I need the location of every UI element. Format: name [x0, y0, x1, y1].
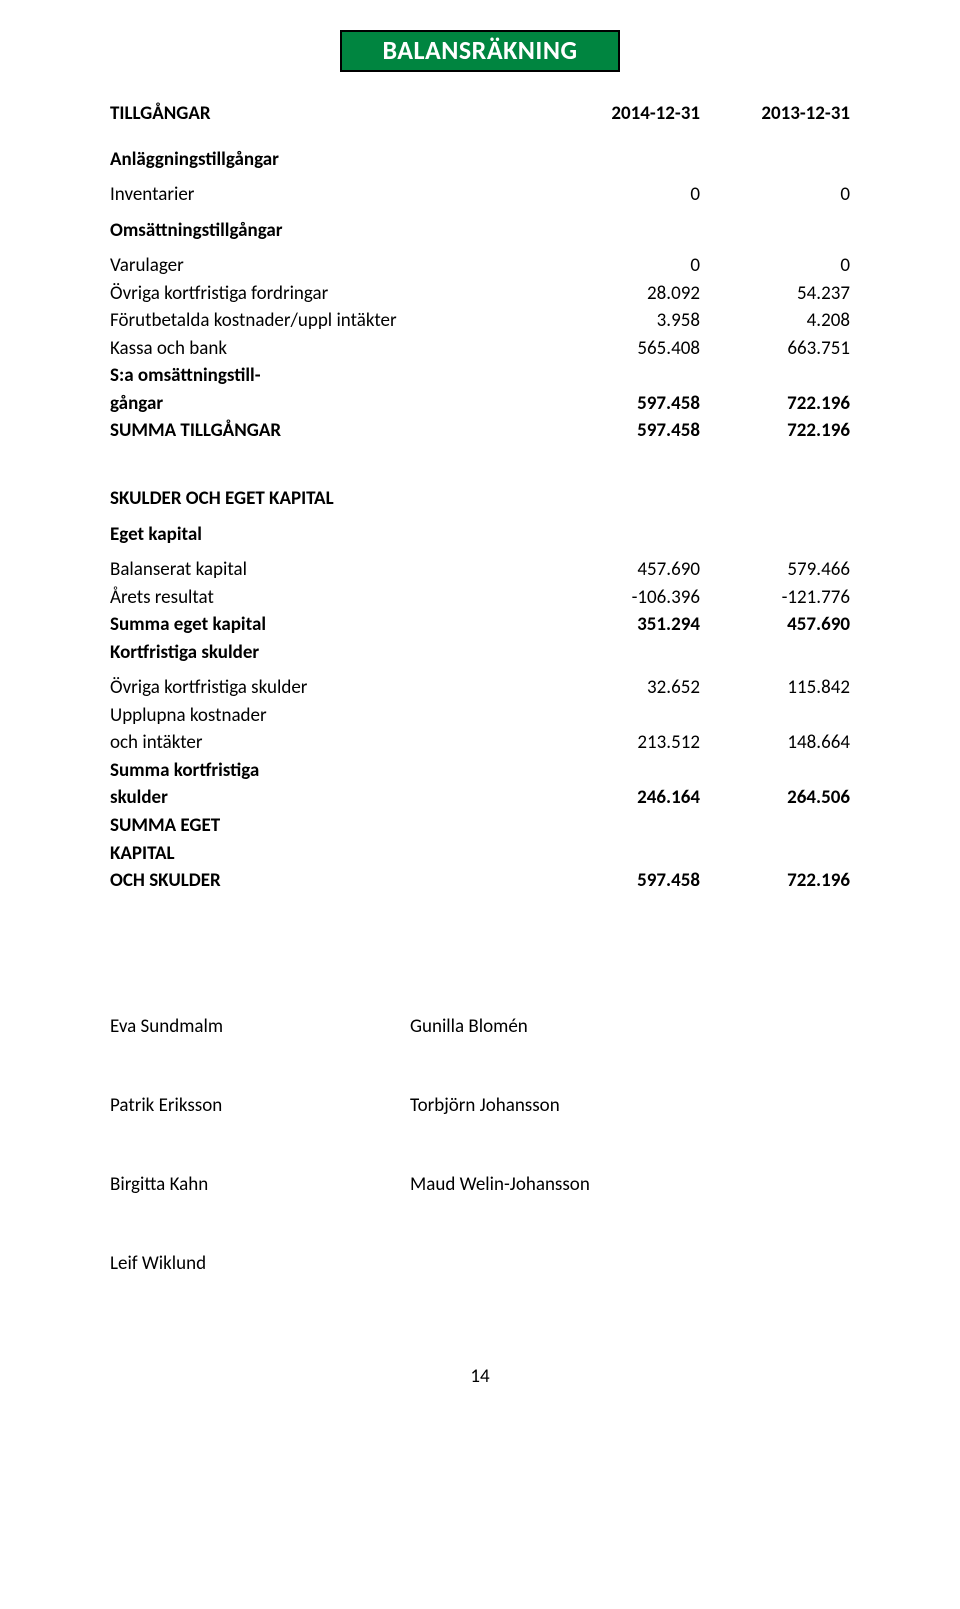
balanserat-b: 579.466 — [700, 556, 850, 584]
kassa-a: 565.408 — [550, 335, 700, 363]
eget-kapital-heading: Eget kapital — [110, 521, 550, 549]
kassa-label: Kassa och bank — [110, 335, 550, 363]
current-assets-heading: Omsättningstillgångar — [110, 217, 550, 245]
ovriga-fordr-label: Övriga kortfristiga fordringar — [110, 280, 550, 308]
signature-name: Leif Wiklund — [110, 1252, 410, 1275]
summa-kortfr-a: 246.164 — [550, 784, 700, 812]
signature-name: Gunilla Blomén — [410, 1015, 850, 1038]
ovriga-fordr-b: 54.237 — [700, 280, 850, 308]
ovriga-fordr-a: 28.092 — [550, 280, 700, 308]
arets-b: -121.776 — [700, 584, 850, 612]
assets-heading: TILLGÅNGAR — [110, 100, 550, 128]
varulager-b: 0 — [700, 252, 850, 280]
signature-name: Maud Welin-Johansson — [410, 1173, 850, 1196]
summa-eget-sk-label: SUMMA EGET KAPITAL OCH SKULDER — [110, 812, 550, 895]
sa-oms-b: 722.196 — [700, 390, 850, 418]
balanserat-a: 457.690 — [550, 556, 700, 584]
balanserat-label: Balanserat kapital — [110, 556, 550, 584]
summa-eget-sk-b: 722.196 — [700, 867, 850, 895]
sa-oms-label: S:a omsättningstill- gångar — [110, 362, 550, 417]
page-number: 14 — [110, 1365, 850, 1388]
upplupna-label: Upplupna kostnader och intäkter — [110, 702, 550, 757]
signature-name: Torbjörn Johansson — [410, 1094, 850, 1117]
signature-name: Eva Sundmalm — [110, 1015, 410, 1038]
signature-name: Birgitta Kahn — [110, 1173, 410, 1196]
summa-tillg-a: 597.458 — [550, 417, 700, 445]
col-header-b: 2013-12-31 — [700, 100, 850, 128]
summa-eget-b: 457.690 — [700, 611, 850, 639]
summa-eget-sk-a: 597.458 — [550, 867, 700, 895]
inventarier-label: Inventarier — [110, 181, 550, 209]
sa-oms-a: 597.458 — [550, 390, 700, 418]
summa-eget-label: Summa eget kapital — [110, 611, 550, 639]
skulder-heading: SKULDER OCH EGET KAPITAL — [110, 485, 550, 513]
kassa-b: 663.751 — [700, 335, 850, 363]
title-banner: BALANSRÄKNING — [340, 30, 620, 72]
forutbetalda-a: 3.958 — [550, 307, 700, 335]
col-header-a: 2014-12-31 — [550, 100, 700, 128]
summa-tillg-b: 722.196 — [700, 417, 850, 445]
varulager-a: 0 — [550, 252, 700, 280]
summa-kortfr-label: Summa kortfristiga skulder — [110, 757, 550, 812]
arets-a: -106.396 — [550, 584, 700, 612]
ovriga-skulder-a: 32.652 — [550, 674, 700, 702]
summa-eget-a: 351.294 — [550, 611, 700, 639]
summa-tillg-label: SUMMA TILLGÅNGAR — [110, 417, 550, 445]
kortfr-heading: Kortfristiga skulder — [110, 639, 550, 667]
forutbetalda-b: 4.208 — [700, 307, 850, 335]
ovriga-skulder-b: 115.842 — [700, 674, 850, 702]
upplupna-a: 213.512 — [550, 729, 700, 757]
upplupna-b: 148.664 — [700, 729, 850, 757]
fixed-assets-heading: Anläggningstillgångar — [110, 146, 550, 174]
inventarier-b: 0 — [700, 181, 850, 209]
summa-kortfr-b: 264.506 — [700, 784, 850, 812]
forutbetalda-label: Förutbetalda kostnader/uppl intäkter — [110, 307, 550, 335]
arets-label: Årets resultat — [110, 584, 550, 612]
inventarier-a: 0 — [550, 181, 700, 209]
signature-name: Patrik Eriksson — [110, 1094, 410, 1117]
assets-section: TILLGÅNGAR 2014-12-31 2013-12-31 Anläggn… — [110, 100, 850, 895]
ovriga-skulder-label: Övriga kortfristiga skulder — [110, 674, 550, 702]
signatures-block: Eva Sundmalm Gunilla Blomén Patrik Eriks… — [110, 1015, 850, 1275]
varulager-label: Varulager — [110, 252, 550, 280]
